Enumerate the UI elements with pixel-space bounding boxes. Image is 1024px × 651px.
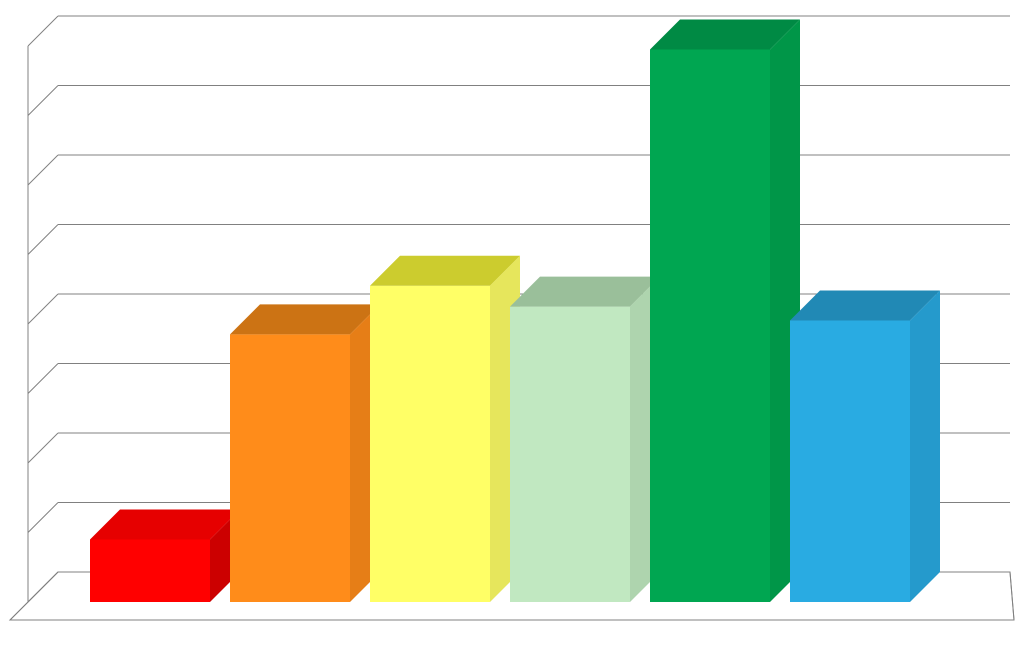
gridline-side [28, 294, 58, 324]
bar-4-front [510, 307, 630, 602]
gridline-side [28, 364, 58, 394]
bar-2-front [230, 334, 350, 602]
gridline-side [28, 155, 58, 185]
gridline-side [28, 503, 58, 533]
bar-1-front [90, 539, 210, 602]
bar-chart-3d [0, 0, 1024, 651]
bar-5-front [650, 49, 770, 602]
gridline-side [28, 86, 58, 116]
gridline-side [28, 433, 58, 463]
gridline-side [28, 16, 58, 46]
bar-6-front [790, 321, 910, 602]
gridline-side [28, 225, 58, 255]
bar-6-side [910, 291, 940, 602]
bar-3-front [370, 286, 490, 602]
